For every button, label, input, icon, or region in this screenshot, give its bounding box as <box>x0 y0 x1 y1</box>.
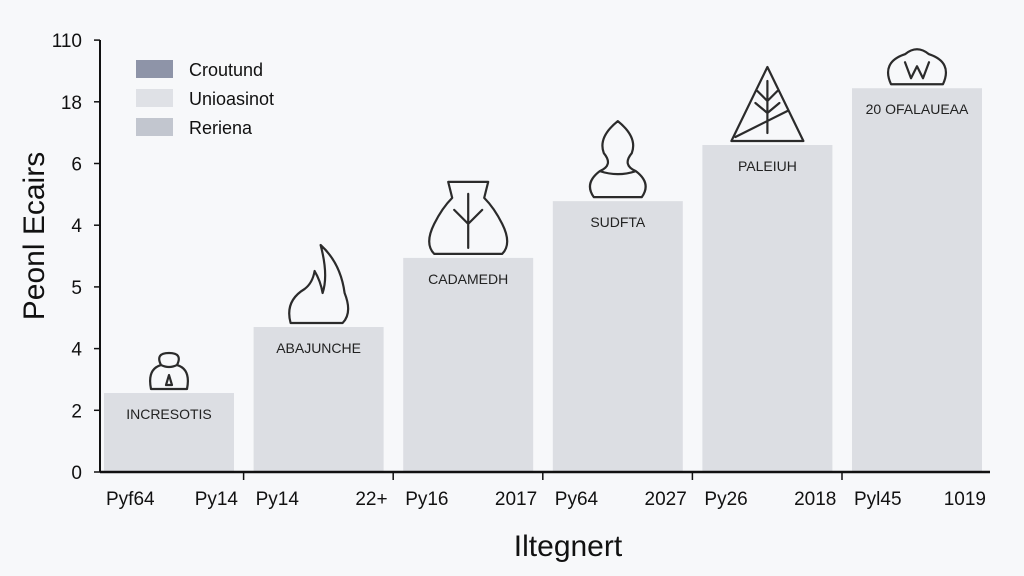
legend-item: Reriena <box>136 118 253 138</box>
bar-label: 20 OFALAUEAA <box>866 101 969 117</box>
x-tick-label: 22+ <box>355 489 387 510</box>
legend-item: Unioasinot <box>136 89 274 109</box>
x-tick-label: Py26 <box>704 489 747 510</box>
bar <box>852 88 982 472</box>
x-tick-label: Py14 <box>195 489 239 510</box>
legend-swatch <box>136 118 173 136</box>
bar-label: PALEIUH <box>738 158 797 174</box>
bar <box>253 327 384 472</box>
y-tick-label: 4 <box>71 340 82 361</box>
bar-group: 20 OFALAUEAA <box>852 48 982 472</box>
y-tick-label: 4 <box>71 216 82 237</box>
bar-group: PALEIUH <box>702 65 833 473</box>
x-tick-label: 2027 <box>645 489 687 510</box>
triangle-leaf-icon <box>730 65 805 143</box>
bar-label: ABAJUNCHE <box>276 340 361 356</box>
y-tick-label: 110 <box>52 31 82 52</box>
x-tick-label: Pyl45 <box>854 489 902 510</box>
legend-swatch <box>136 89 173 107</box>
flame-icon <box>288 243 350 325</box>
y-tick-label: 6 <box>71 155 82 176</box>
y-tick-label: 0 <box>71 463 82 484</box>
x-tick-label: 2018 <box>794 489 836 510</box>
bar-group: SUDFTA <box>552 120 683 472</box>
bar <box>104 393 234 472</box>
legend-swatch <box>136 60 173 78</box>
legend-label: Unioasinot <box>189 89 274 109</box>
y-tick-label: 5 <box>71 278 82 299</box>
x-tick-label: 2017 <box>495 489 537 510</box>
bar-label: INCRESOTIS <box>126 406 212 422</box>
w-bun-icon <box>887 48 947 86</box>
legend-label: Reriena <box>189 118 253 138</box>
legend-item: Croutund <box>136 60 263 80</box>
bar-group: INCRESOTIS <box>104 351 234 472</box>
chef-hat-icon <box>149 351 189 391</box>
bar <box>702 144 833 473</box>
bar <box>552 201 683 472</box>
bar-group: ABAJUNCHE <box>253 243 384 472</box>
garlic-icon <box>588 120 647 199</box>
legend-label: Croutund <box>189 60 263 80</box>
y-axis-title: Peonl Ecairs <box>18 152 51 320</box>
y-tick-label: 18 <box>61 93 82 114</box>
x-tick-label: 1019 <box>944 489 986 510</box>
x-axis-title: Iltegnert <box>514 530 623 563</box>
x-tick-label: Py14 <box>256 489 300 510</box>
x-tick-label: Pyf64 <box>106 489 155 510</box>
bar-group: CADAMEDH <box>403 180 534 472</box>
bar <box>403 257 534 472</box>
x-tick-label: Py16 <box>405 489 448 510</box>
x-tick-label: Py64 <box>555 489 599 510</box>
bar-label: SUDFTA <box>590 214 646 230</box>
y-tick-label: 2 <box>71 401 82 422</box>
sack-icon <box>428 180 509 256</box>
bar-label: CADAMEDH <box>428 271 508 287</box>
